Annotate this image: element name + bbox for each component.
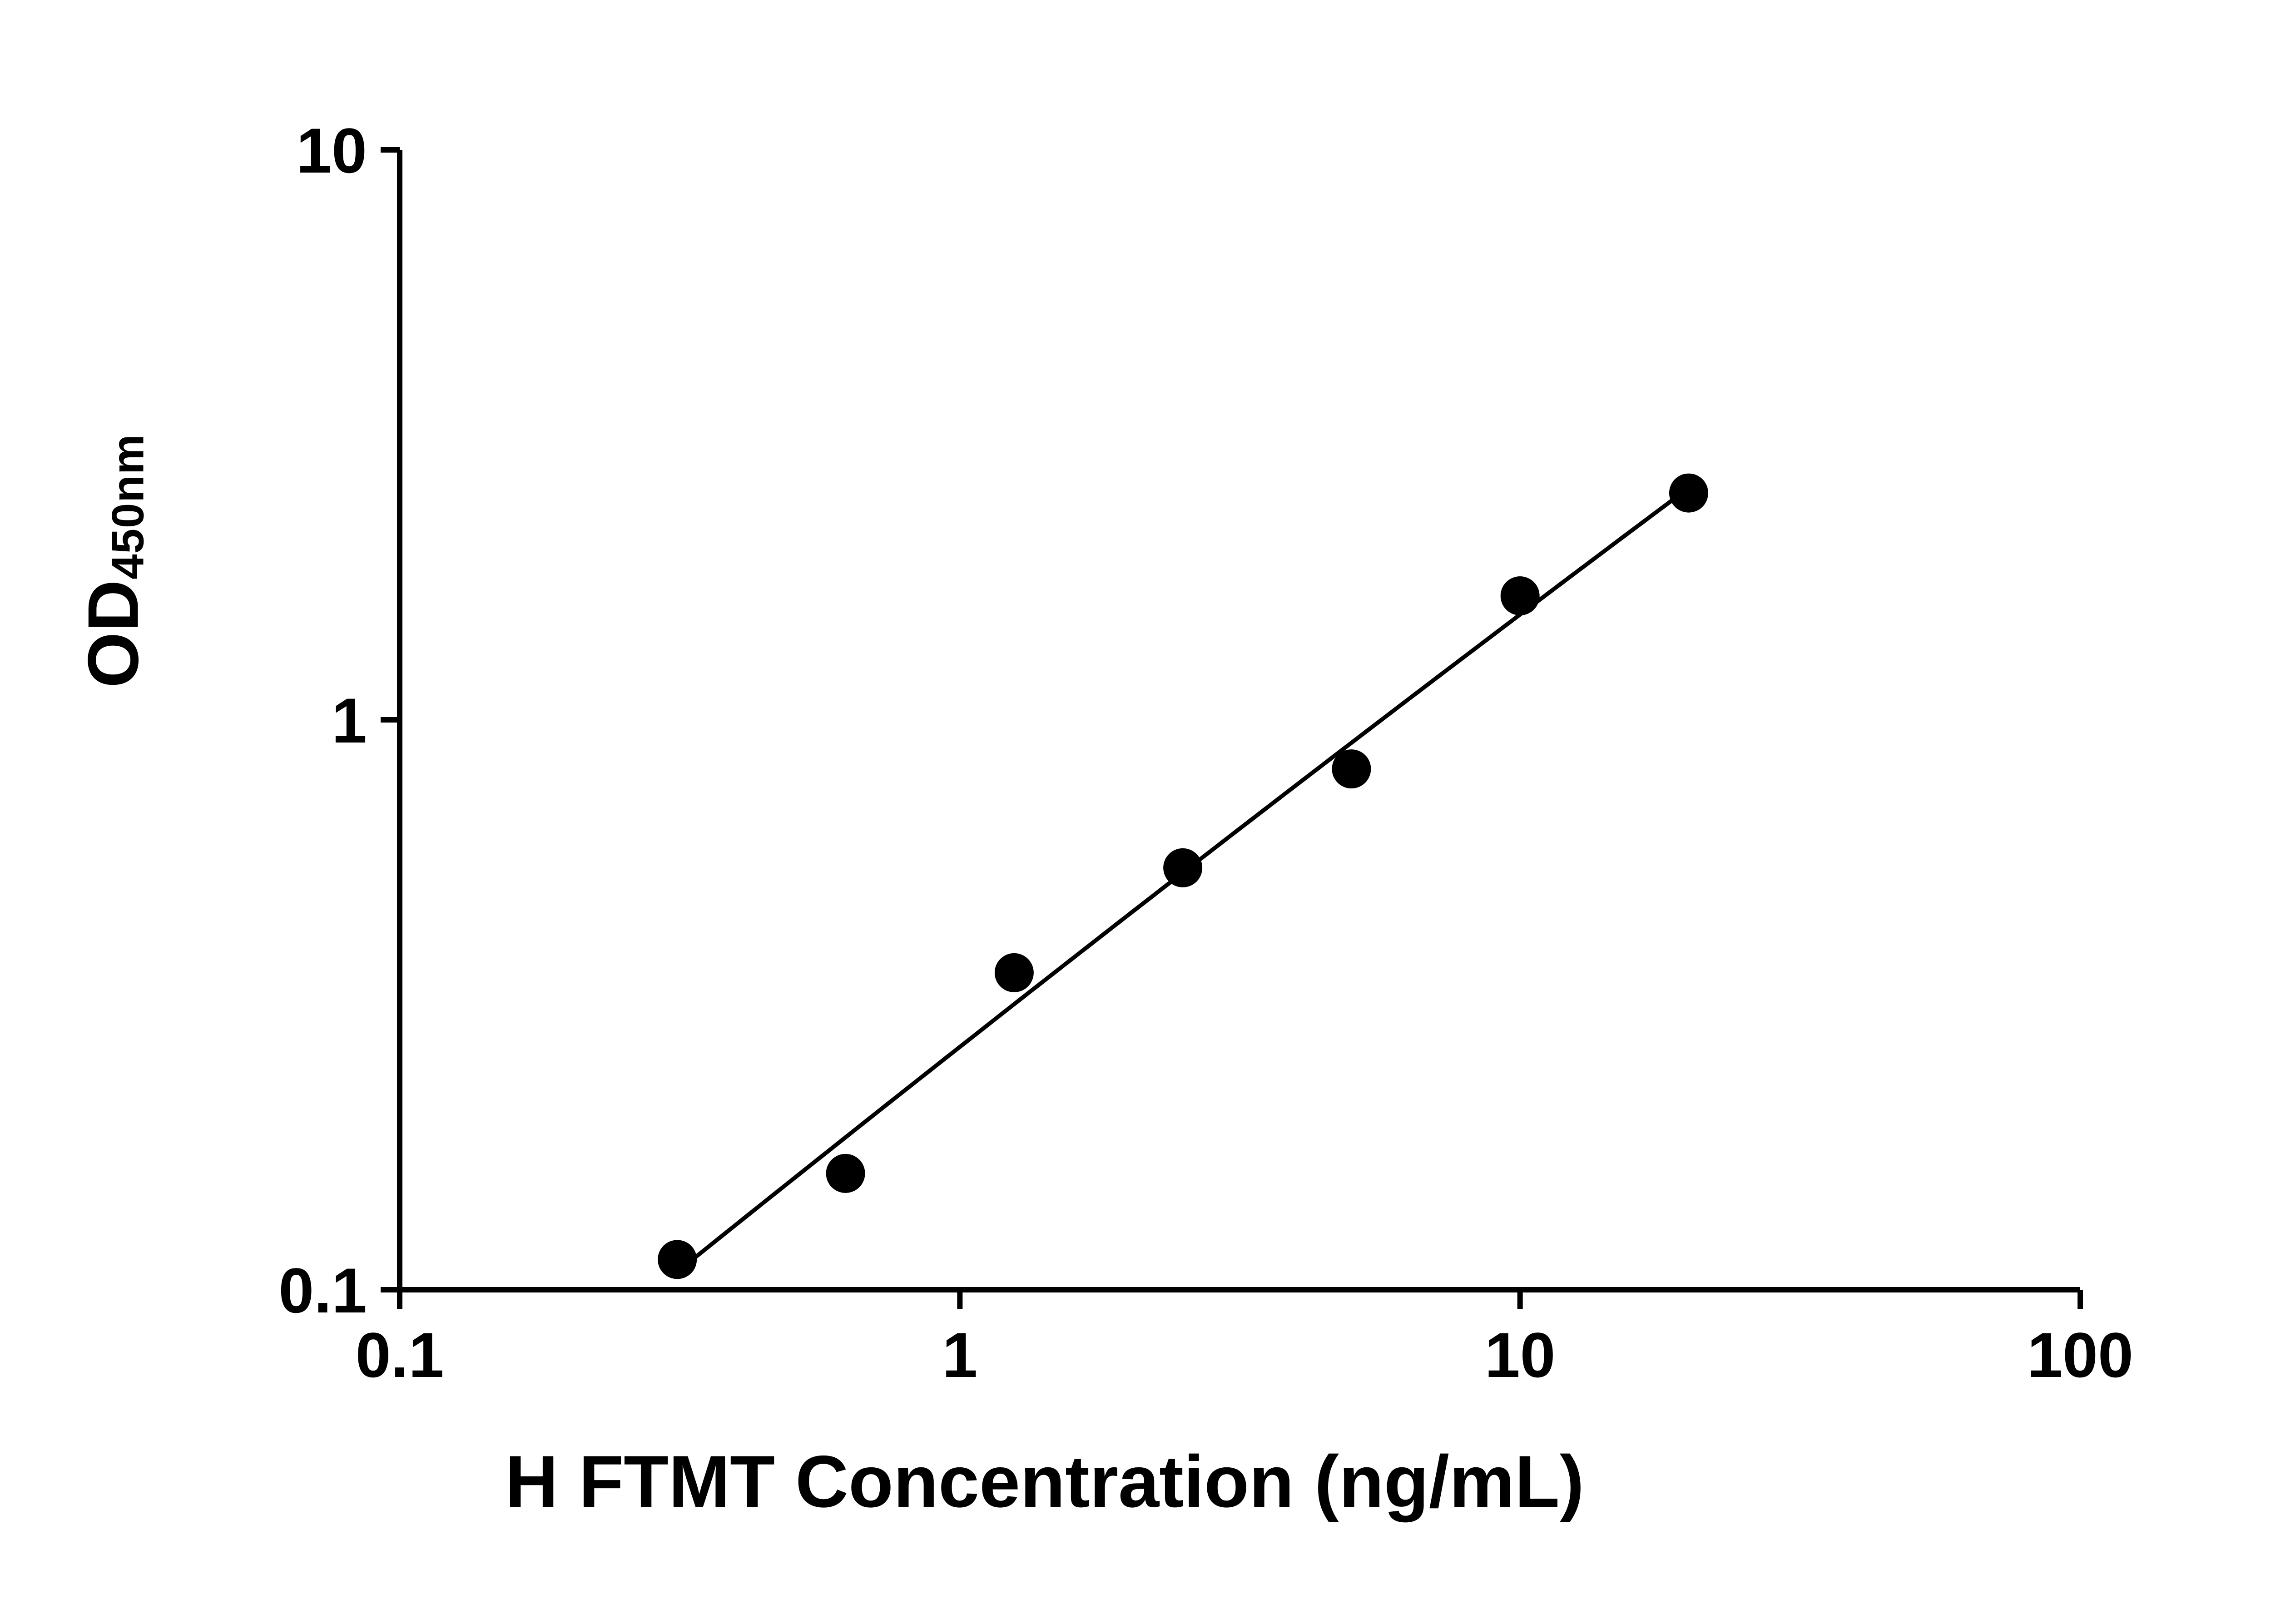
data-point <box>826 1154 865 1193</box>
y-axis-label: OD450nm <box>73 434 155 688</box>
axes-spines <box>397 150 2080 1292</box>
x-axis-label: H FTMT Concentration (ng/mL) <box>505 1441 1584 1523</box>
x-tick-label: 10 <box>1485 1319 1556 1391</box>
y-tick-label: 1 <box>332 685 367 756</box>
y-axis-label-subscript: 450nm <box>103 434 154 579</box>
data-point <box>658 1240 697 1279</box>
x-tick-label: 100 <box>2027 1319 2133 1391</box>
y-axis-label-base: OD <box>73 579 154 688</box>
data-point <box>1669 473 1708 513</box>
data-point <box>994 953 1034 992</box>
y-tick-label: 0.1 <box>278 1255 367 1326</box>
data-point <box>1500 576 1540 616</box>
y-tick-label: 10 <box>296 115 367 186</box>
x-tick-label: 1 <box>942 1319 977 1391</box>
x-tick-label: 0.1 <box>356 1319 444 1391</box>
data-point <box>1332 749 1371 789</box>
data-point <box>1163 848 1203 887</box>
